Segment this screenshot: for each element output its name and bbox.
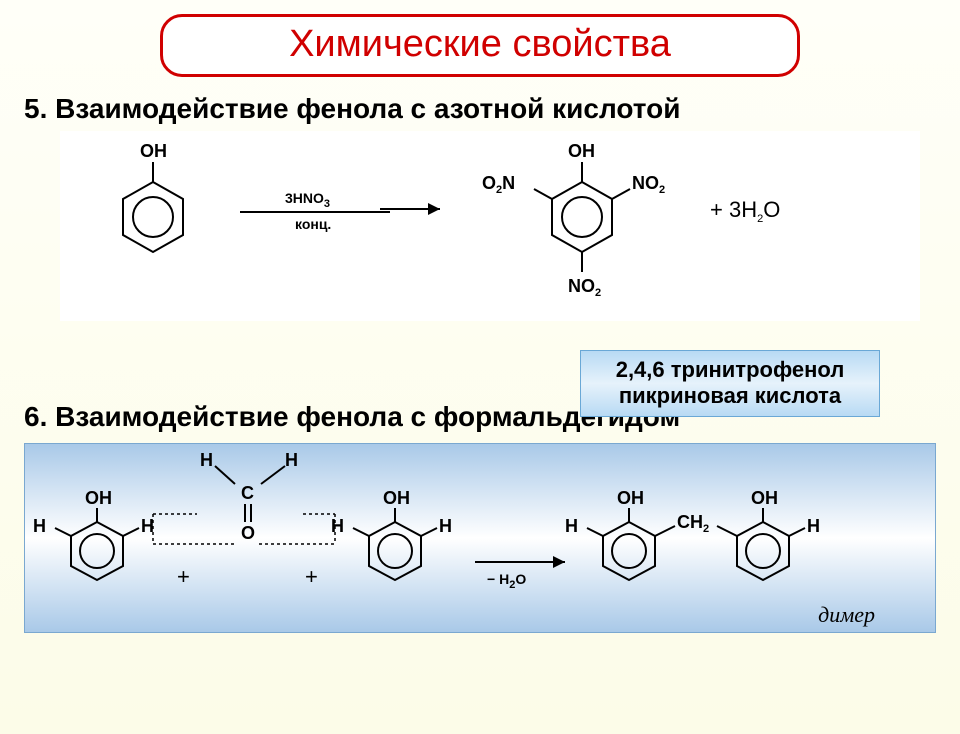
h-right: H [285, 450, 298, 470]
minus-h2o: − H2O [487, 571, 526, 591]
plus-2: + [305, 564, 318, 589]
oh-p2: OH [383, 488, 410, 508]
main-arrowhead [553, 556, 565, 568]
bond [612, 189, 630, 199]
section5-heading: 5. Взаимодействие фенола с азотной кисло… [24, 93, 960, 125]
o-formaldehyde: O [241, 523, 255, 543]
no2-right: NO2 [632, 173, 665, 196]
bond [587, 528, 603, 536]
aromatic-p1 [80, 534, 114, 568]
formaldehyde-diagram: H H C O OH H H + + OH H H [25, 444, 937, 614]
oh-d1: OH [617, 488, 644, 508]
ring-p1 [71, 522, 123, 580]
h-p2l: H [331, 516, 344, 536]
ring-d1 [603, 522, 655, 580]
bond [123, 528, 139, 536]
bond [789, 528, 805, 536]
oh-p1: OH [85, 488, 112, 508]
bond [717, 526, 737, 536]
reaction-formaldehyde: H H C O OH H H + + OH H H [24, 443, 936, 633]
bond [215, 466, 235, 484]
product-name-line1: 2,4,6 тринитрофенол [585, 357, 875, 383]
benzene-aromatic-1 [133, 197, 173, 237]
product-name-line2: пикриновая кислота [585, 383, 875, 409]
aromatic-d1 [612, 534, 646, 568]
oh-label: OH [140, 141, 167, 161]
oh-d2: OH [751, 488, 778, 508]
c-formaldehyde: C [241, 483, 254, 503]
ch2-bridge: CH2 [677, 512, 709, 535]
ring-p2 [369, 522, 421, 580]
dimer-label: димер [818, 602, 875, 628]
h-d2r: H [807, 516, 820, 536]
oh-product: OH [568, 141, 595, 161]
aromatic-d2 [746, 534, 780, 568]
plus-h2o: + 3H2O [710, 197, 780, 225]
h-p2r: H [439, 516, 452, 536]
arrowhead [428, 203, 440, 215]
plus-1: + [177, 564, 190, 589]
aromatic-p2 [378, 534, 412, 568]
bond [261, 466, 285, 484]
bond [534, 189, 552, 199]
nitration-diagram: OH 3HNO3 конц. OH NO2 O2N NO2 + 3H2O [70, 137, 890, 317]
benzene-aromatic-2 [562, 197, 602, 237]
o2n-left: O2N [482, 173, 515, 196]
page-title: Химические свойства [160, 14, 800, 77]
ring-d2 [737, 522, 789, 580]
reaction-nitration: OH 3HNO3 конц. OH NO2 O2N NO2 + 3H2O [60, 131, 920, 321]
reagent-coef: 3HNO3 [285, 190, 330, 210]
h-d1l: H [565, 516, 578, 536]
reagent-condition: конц. [295, 216, 331, 232]
product-name-box: 2,4,6 тринитрофенол пикриновая кислота [580, 350, 880, 417]
bond [421, 528, 437, 536]
h-p1l: H [33, 516, 46, 536]
bond [655, 526, 675, 536]
h-left: H [200, 450, 213, 470]
bond [55, 528, 71, 536]
bond [353, 528, 369, 536]
no2-bottom: NO2 [568, 276, 601, 299]
h-p1r: H [141, 516, 154, 536]
